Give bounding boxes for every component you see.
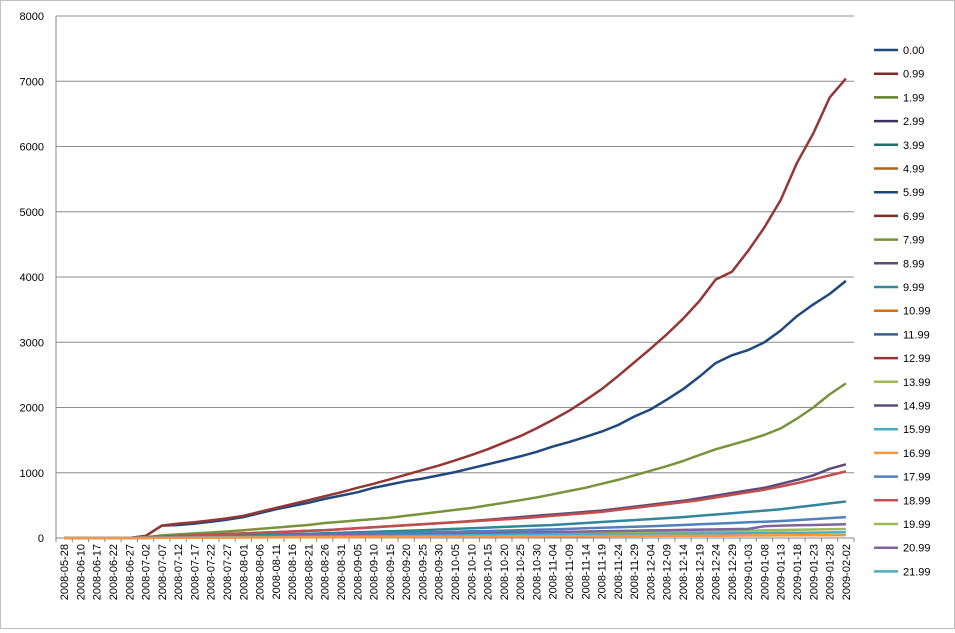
- x-tick-label: 2008-07-17: [189, 544, 201, 600]
- x-tick-label: 2008-09-10: [369, 544, 381, 600]
- x-tick-label: 2008-06-10: [75, 544, 87, 600]
- legend-label: 17.99: [903, 472, 931, 484]
- legend-label: 10.99: [903, 306, 931, 318]
- x-tick-label: 2008-09-25: [417, 544, 429, 600]
- x-tick-label: 2008-10-05: [450, 544, 462, 600]
- x-tick-label: 2008-07-27: [222, 544, 234, 600]
- legend-label: 12.99: [903, 353, 931, 365]
- x-tick-label: 2008-07-22: [206, 544, 218, 600]
- series-line-9-99: [64, 533, 846, 540]
- legend: 0.00 0.99 1.99 2.99 3.99 4.99 5.99 6.99 7.99 8.99…: [874, 45, 931, 578]
- x-tick-label: 2008-06-27: [124, 544, 136, 600]
- x-tick-label: 2008-09-05: [352, 544, 364, 600]
- legend-label: 13.99: [903, 377, 931, 389]
- legend-label: 6.99: [903, 211, 924, 223]
- x-tick-label: 2008-10-20: [499, 544, 511, 600]
- x-tick-label: 2009-01-13: [776, 544, 788, 600]
- x-tick-label: 2009-02-02: [841, 544, 853, 600]
- y-tick-label: 4000: [20, 272, 44, 284]
- x-tick-label: 2008-12-24: [711, 544, 723, 600]
- legend-label: 16.99: [903, 448, 931, 460]
- legend-label: 19.99: [903, 519, 931, 531]
- y-tick-label: 7000: [20, 76, 44, 88]
- x-tick-label: 2008-10-10: [466, 544, 478, 600]
- legend-label: 14.99: [903, 401, 931, 413]
- x-tick-label: 2008-08-26: [320, 544, 332, 600]
- series-line-0-99: [64, 77, 847, 540]
- legend-label: 18.99: [903, 495, 931, 507]
- x-tick-label: 2009-01-23: [808, 544, 820, 600]
- legend-label: 2.99: [903, 116, 924, 128]
- x-tick-label: 2009-01-08: [759, 544, 771, 600]
- x-tick-label: 2008-11-14: [580, 544, 592, 599]
- x-tick-label: 2008-10-15: [483, 544, 495, 600]
- x-tick-label: 2008-11-24: [613, 544, 625, 599]
- y-tick-label: 3000: [20, 337, 44, 349]
- series-line-2-99: [64, 463, 847, 540]
- y-tick-label: 0: [38, 533, 44, 545]
- x-tick-label: 2008-12-29: [727, 544, 739, 600]
- legend-label: 7.99: [903, 235, 924, 247]
- x-tick-label: 2008-09-20: [401, 544, 413, 600]
- axes: [55, 16, 855, 542]
- legend-label: 5.99: [903, 187, 924, 199]
- series-line-0-00: [64, 279, 847, 540]
- y-tick-label: 1000: [20, 468, 44, 480]
- legend-label: 0.00: [903, 45, 924, 57]
- x-tick-label: 2008-07-02: [141, 544, 153, 600]
- legend-label: 20.99: [903, 543, 931, 555]
- x-tick-label: 2008-11-29: [629, 544, 641, 599]
- x-tick-label: 2009-01-18: [792, 544, 804, 600]
- x-tick-label: 2008-08-11: [271, 544, 283, 599]
- legend-label: 15.99: [903, 424, 931, 436]
- x-tick-label: 2008-06-17: [92, 544, 104, 600]
- y-axis-tick-labels: 0 1000 2000 3000 4000 5000 6000 7000 8000: [20, 11, 44, 545]
- y-tick-label: 6000: [20, 142, 44, 154]
- series-lines: [64, 77, 847, 540]
- x-tick-label: 2008-10-30: [531, 544, 543, 600]
- series-line-1-99: [64, 382, 847, 540]
- legend-label: 11.99: [903, 329, 930, 341]
- x-tick-label: 2008-05-28: [59, 544, 71, 600]
- x-tick-label: 2008-11-19: [597, 544, 609, 599]
- x-tick-label: 2008-08-16: [287, 544, 299, 600]
- y-tick-label: 2000: [20, 403, 44, 415]
- gridlines: [56, 15, 854, 474]
- x-tick-label: 2009-01-03: [743, 544, 755, 600]
- x-tick-label: 2008-06-22: [108, 544, 120, 600]
- x-tick-label: 2008-12-19: [694, 544, 706, 600]
- x-tick-label: 2008-08-31: [336, 544, 348, 600]
- legend-label: 1.99: [903, 92, 924, 104]
- legend-label: 9.99: [903, 282, 924, 294]
- x-tick-label: 2008-10-25: [515, 544, 527, 600]
- x-tick-label: 2008-11-04: [548, 544, 560, 599]
- legend-label: 3.99: [903, 140, 924, 152]
- legend-label: 0.99: [903, 69, 924, 81]
- x-axis-tick-labels: 2008-05-28 2008-06-10 2008-06-17 2008-06-22…: [59, 544, 853, 600]
- legend-label: 8.99: [903, 258, 924, 270]
- x-tick-label: 2008-09-15: [385, 544, 397, 600]
- x-tick-label: 2008-09-30: [434, 544, 446, 600]
- x-tick-label: 2009-01-28: [825, 544, 837, 600]
- x-tick-label: 2008-08-01: [238, 544, 250, 600]
- x-tick-label: 2008-12-09: [662, 544, 674, 600]
- series-line-4-99: [64, 470, 847, 540]
- y-tick-label: 8000: [20, 11, 44, 23]
- x-tick-label: 2008-07-12: [173, 544, 185, 600]
- x-tick-label: 2008-11-09: [564, 544, 576, 599]
- legend-label: 4.99: [903, 164, 924, 176]
- x-tick-label: 2008-07-07: [157, 544, 169, 600]
- x-tick-label: 2008-08-21: [303, 544, 315, 600]
- legend-label: 21.99: [903, 566, 931, 578]
- x-tick-label: 2008-08-06: [255, 544, 267, 600]
- y-tick-label: 5000: [20, 207, 44, 219]
- x-tick-label: 2008-12-14: [678, 544, 690, 600]
- x-tick-label: 2008-12-04: [645, 544, 657, 600]
